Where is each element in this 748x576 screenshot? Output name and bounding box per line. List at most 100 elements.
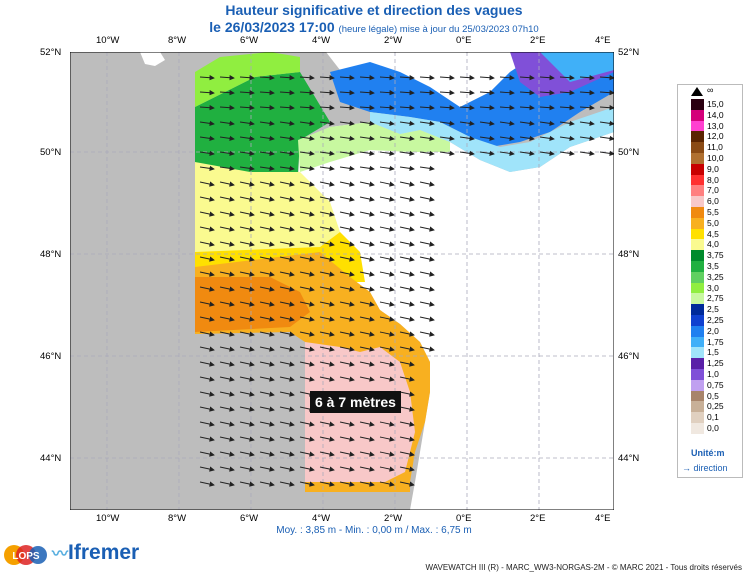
- direction-arrow: [279, 104, 295, 111]
- direction-arrow: [299, 120, 315, 127]
- direction-arrow: [199, 89, 215, 96]
- direction-arrow: [199, 104, 215, 111]
- direction-arrow: [299, 196, 315, 202]
- direction-arrow: [279, 316, 295, 322]
- direction-arrow: [439, 104, 455, 111]
- direction-arrow: [299, 376, 315, 382]
- lon-tick: 0°E: [456, 35, 472, 46]
- lon-tick: 4°W: [312, 35, 331, 46]
- direction-arrow: [319, 421, 335, 427]
- legend-swatch: [691, 347, 704, 359]
- direction-arrow: [279, 74, 295, 81]
- legend-label: 1,0: [707, 369, 719, 379]
- direction-arrow: [339, 301, 355, 307]
- direction-arrow: [279, 421, 295, 427]
- direction-arrow: [259, 120, 275, 127]
- direction-arrow: [419, 135, 435, 142]
- legend-item: 0,75: [691, 379, 741, 391]
- direction-arrow: [399, 181, 415, 187]
- direction-arrow: [279, 301, 295, 307]
- wave-map: [70, 52, 614, 510]
- direction-arrow: [439, 150, 455, 157]
- direction-arrow: [199, 331, 215, 337]
- direction-arrow: [319, 271, 335, 277]
- color-legend: ∞ 15,0 14,0 13,0 12,0 11,0 10,0 9,0 8,0 7,0 6,0 5,…: [677, 84, 743, 478]
- direction-arrow: [379, 256, 395, 262]
- lat-tick: 46°N: [618, 351, 640, 362]
- direction-arrow: [219, 481, 235, 487]
- legend-item: 1,25: [691, 358, 741, 370]
- direction-arrow: [339, 181, 355, 187]
- direction-arrow: [579, 104, 595, 111]
- direction-arrow: [279, 226, 295, 232]
- direction-arrow: [359, 376, 375, 382]
- legend-item: 4,0: [691, 239, 741, 251]
- direction-arrow: [219, 346, 235, 352]
- direction-arrow: [239, 436, 255, 442]
- legend-item: 2,25: [691, 315, 741, 326]
- direction-arrow: [199, 391, 215, 397]
- direction-arrow: [399, 226, 415, 232]
- direction-arrow: [419, 256, 435, 262]
- direction-arrow: [519, 135, 535, 142]
- direction-arrow: [279, 165, 295, 172]
- direction-arrow: [239, 165, 255, 172]
- direction-arrow: [219, 466, 235, 472]
- direction-arrow: [399, 104, 415, 111]
- direction-arrow: [259, 316, 275, 322]
- direction-arrow: [419, 104, 435, 111]
- direction-arrow: [299, 89, 315, 96]
- direction-arrow: [239, 226, 255, 232]
- legend-label: 3,0: [707, 282, 719, 293]
- direction-arrow: [499, 135, 515, 142]
- direction-arrow: [599, 120, 614, 127]
- direction-arrow: [339, 331, 355, 337]
- direction-arrow: [359, 181, 375, 187]
- direction-arrow: [359, 436, 375, 442]
- direction-arrow: [199, 181, 215, 187]
- subtitle-note: (heure légale) mise à jour du 25/03/2023…: [338, 24, 539, 35]
- direction-arrow: [479, 135, 495, 142]
- legend-label: 12,0: [707, 131, 724, 142]
- direction-arrow: [239, 196, 255, 202]
- direction-arrow: [399, 361, 415, 367]
- legend-item: 2,5: [691, 304, 741, 316]
- direction-arrow: [399, 120, 415, 127]
- legend-item: 4,5: [691, 228, 741, 240]
- lon-tick: 6°W: [240, 35, 259, 46]
- direction-arrow: [399, 256, 415, 262]
- direction-arrow: [239, 331, 255, 337]
- direction-arrow: [259, 421, 275, 427]
- direction-arrow: [399, 451, 415, 457]
- ifremer-wave-icon: 〰: [52, 546, 69, 563]
- ifremer-logo-text: Ifremer: [68, 541, 140, 564]
- direction-arrow: [319, 226, 335, 232]
- direction-arrow: [399, 331, 415, 337]
- legend-label: 3,5: [707, 261, 719, 271]
- direction-arrow: [239, 361, 255, 367]
- direction-arrow: [419, 316, 435, 322]
- direction-arrow: [539, 135, 555, 142]
- lat-tick: 48°N: [618, 249, 640, 260]
- direction-arrow: [339, 165, 355, 172]
- direction-arrow: [359, 286, 375, 292]
- arrow-right-icon: →: [682, 463, 691, 473]
- legend-swatch: [691, 153, 704, 164]
- legend-label: 0,5: [707, 390, 719, 401]
- direction-arrow: [599, 135, 614, 142]
- direction-arrow: [319, 316, 335, 322]
- direction-arrow: [399, 286, 415, 292]
- direction-arrow: [339, 226, 355, 232]
- map-title: Hauteur significative et direction des v…: [225, 2, 523, 18]
- direction-arrow: [459, 135, 475, 142]
- legend-swatch: [691, 196, 704, 208]
- direction-arrow: [359, 346, 375, 352]
- direction-arrow: [239, 316, 255, 322]
- direction-arrow: [379, 211, 395, 217]
- direction-arrow: [339, 481, 355, 487]
- sea-lightgreen: [195, 52, 300, 107]
- legend-item: 1,5: [691, 347, 741, 359]
- legend-swatch: [691, 358, 704, 370]
- legend-label: 6,0: [707, 196, 719, 207]
- direction-arrow: [219, 451, 235, 457]
